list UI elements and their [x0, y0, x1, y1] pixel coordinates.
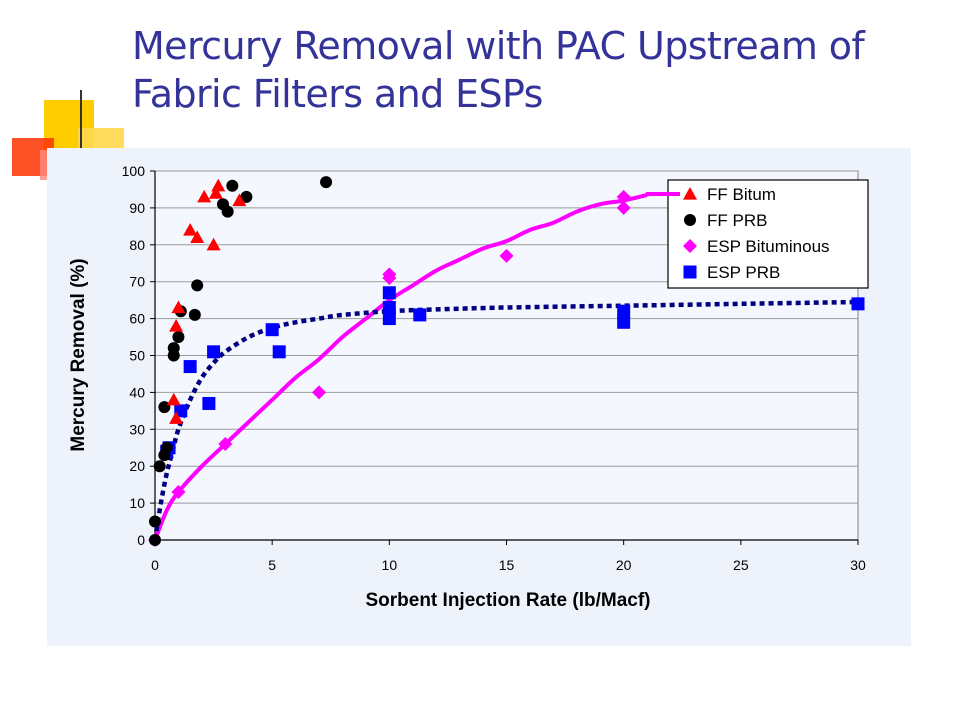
y-tick-label: 20 [129, 458, 145, 474]
legend-marker-ff-bitum [683, 187, 697, 200]
x-tick-label: 25 [733, 557, 749, 573]
x-tick-label: 10 [382, 557, 398, 573]
legend-marker-esp-prb [683, 265, 697, 279]
x-tick-label: 5 [268, 557, 276, 573]
legend-label-esp-prb: ESP PRB [707, 263, 780, 282]
x-tick-label: 20 [616, 557, 632, 573]
slide-title-line-2: Fabric Filters and ESPs [132, 72, 543, 116]
tick-labels: 0 10 20 30 40 50 60 70 80 90 100 0 5 10 15 20 25 30 [122, 163, 866, 573]
point-esp-prb [851, 297, 865, 311]
point-ff-bitum [183, 223, 198, 236]
x-tick-label: 15 [499, 557, 515, 573]
point-ff-prb [158, 401, 171, 414]
y-tick-label: 10 [129, 495, 145, 511]
point-esp-prb [202, 396, 216, 410]
point-esp-bituminous [499, 248, 514, 263]
point-ff-bitum [169, 411, 184, 424]
point-esp-bituminous [616, 189, 631, 204]
legend-box [667, 179, 869, 289]
data-points [148, 176, 865, 547]
slide-title-line-1: Mercury Removal with PAC Upstream of [132, 24, 865, 68]
point-esp-prb [617, 315, 631, 329]
point-ff-prb [160, 441, 173, 454]
point-esp-bituminous [382, 267, 397, 282]
y-tick-label: 30 [129, 421, 145, 437]
point-ff-prb [240, 190, 253, 203]
y-tick-label: 90 [129, 200, 145, 216]
point-ff-bitum [190, 230, 205, 244]
legend-label-esp-bituminous: ESP Bituminous [707, 237, 830, 256]
point-ff-prb [172, 331, 185, 344]
y-tick-label: 60 [129, 311, 145, 327]
point-ff-bitum [197, 189, 212, 203]
point-ff-prb [320, 176, 333, 189]
trendlines [152, 193, 859, 541]
point-esp-prb [272, 345, 286, 359]
y-axis-label: Mercury Removal (%) [68, 258, 89, 451]
point-ff-prb [226, 179, 239, 192]
point-ff-bitum [171, 300, 186, 314]
point-esp-prb [382, 301, 396, 315]
point-ff-prb [188, 308, 201, 321]
point-esp-prb [382, 286, 396, 300]
legend-marker-ff-prb [684, 214, 696, 226]
legend-marker-esp-bituminous [683, 239, 697, 253]
y-tick-label: 0 [137, 532, 145, 548]
point-ff-prb [149, 515, 161, 528]
x-axis-label: Sorbent Injection Rate (lb/Macf) [365, 590, 650, 611]
point-esp-bituminous [616, 200, 631, 215]
point-ff-bitum [206, 237, 221, 251]
point-esp-prb [183, 360, 197, 374]
legend-label-ff-prb: FF PRB [707, 211, 767, 230]
x-tick-label: 30 [850, 557, 866, 573]
point-ff-prb [149, 534, 161, 546]
point-ff-bitum [169, 318, 184, 332]
point-esp-prb [413, 308, 427, 322]
point-ff-bitum [232, 193, 247, 207]
point-ff-prb [153, 460, 166, 473]
legend: FF Bitum FF PRB ESP Bituminous ESP PRB [646, 179, 869, 289]
point-esp-bituminous [312, 385, 327, 400]
y-tick-label: 80 [129, 237, 145, 253]
legend-label-ff-bitum: FF Bitum [707, 185, 776, 204]
point-ff-prb [191, 279, 204, 292]
trendline-esp-prb [152, 299, 859, 541]
point-esp-prb [265, 323, 279, 337]
point-esp-bituminous [218, 437, 233, 452]
point-ff-prb [221, 205, 234, 218]
point-ff-prb [167, 342, 180, 355]
slide-title: Mercury Removal with PAC Upstream of Fab… [132, 22, 932, 118]
trendline-esp-bituminous [153, 193, 648, 541]
y-tick-label: 40 [129, 384, 145, 400]
point-esp-bituminous [171, 485, 186, 500]
point-esp-prb [207, 345, 221, 359]
point-ff-bitum [166, 392, 181, 406]
point-esp-prb [382, 312, 396, 326]
point-ff-bitum [211, 178, 226, 192]
y-tick-label: 70 [129, 274, 145, 290]
point-esp-prb [617, 304, 631, 318]
x-tick-label: 0 [151, 557, 159, 573]
y-tick-label: 50 [129, 348, 145, 364]
y-tick-label: 100 [122, 163, 146, 179]
point-ff-bitum [208, 186, 223, 199]
